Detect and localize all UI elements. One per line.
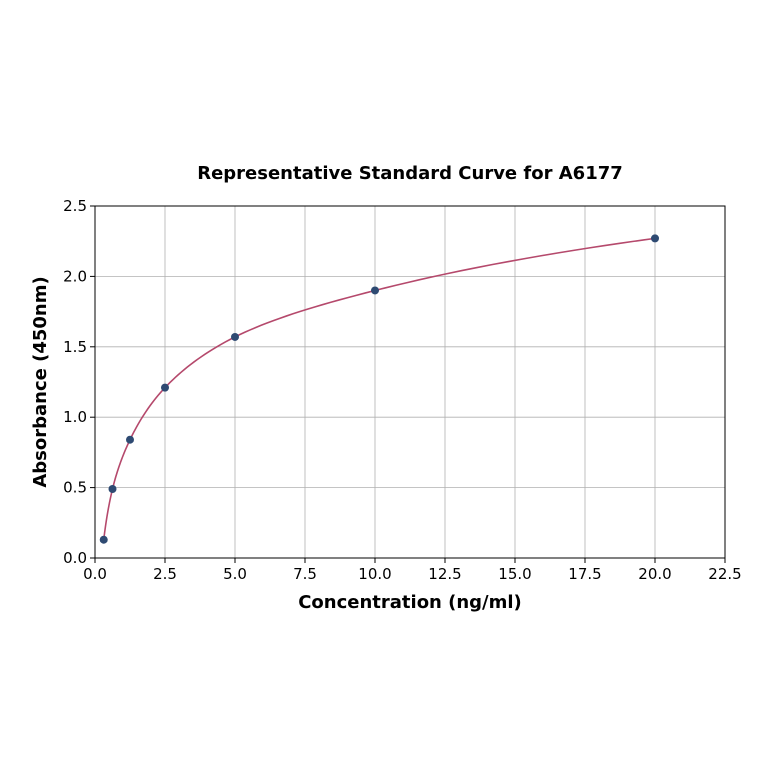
data-point bbox=[161, 383, 169, 392]
x-ticks: 0.0 2.5 5.0 7.5 10.0 12.5 15.0 17.5 20.0 22.5 bbox=[83, 558, 742, 583]
plot-frame bbox=[94, 205, 726, 559]
data-points bbox=[99, 234, 659, 544]
data-point bbox=[108, 485, 117, 494]
y-ticks: 0.0 0.5 1.0 1.5 2.0 2.5 bbox=[63, 197, 95, 567]
x-tick-label: 7.5 bbox=[293, 565, 317, 583]
chart-title: Representative Standard Curve for A6177 bbox=[197, 163, 623, 184]
y-tick-label: 2.0 bbox=[63, 267, 87, 285]
y-axis-label: Absorbance (450nm) bbox=[30, 276, 51, 487]
x-tick-label: 2.5 bbox=[153, 565, 177, 583]
fit-curve bbox=[102, 237, 656, 540]
x-tick-label: 15.0 bbox=[498, 565, 531, 583]
x-tick-label: 5.0 bbox=[223, 565, 247, 583]
data-point bbox=[231, 332, 239, 341]
grid bbox=[94, 205, 726, 559]
y-tick-label: 0.5 bbox=[63, 479, 87, 497]
y-tick-label: 1.5 bbox=[63, 338, 87, 356]
data-point bbox=[371, 286, 379, 295]
x-tick-label: 17.5 bbox=[568, 565, 601, 583]
x-tick-label: 10.0 bbox=[358, 565, 391, 583]
data-point bbox=[99, 535, 108, 544]
x-tick-label: 20.0 bbox=[638, 565, 671, 583]
x-tick-label: 12.5 bbox=[428, 565, 461, 583]
data-point bbox=[126, 435, 134, 444]
data-point bbox=[651, 234, 659, 243]
y-tick-label: 1.0 bbox=[63, 408, 87, 426]
x-axis-label: Concentration (ng/ml) bbox=[298, 592, 522, 613]
y-tick-label: 2.5 bbox=[63, 197, 87, 215]
y-tick-label: 0.0 bbox=[63, 549, 87, 567]
x-tick-label: 22.5 bbox=[708, 565, 741, 583]
x-tick-label: 0.0 bbox=[83, 565, 107, 583]
